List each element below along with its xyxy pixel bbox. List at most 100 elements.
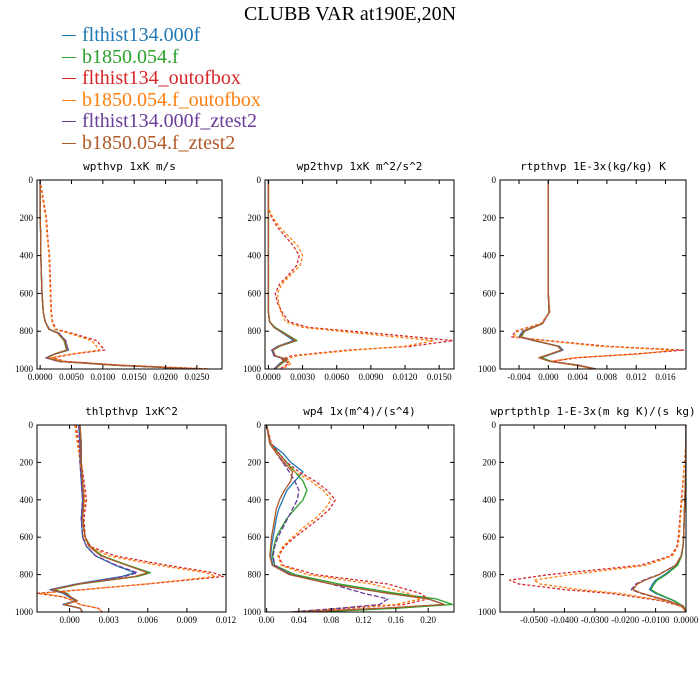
x-tick-label: 0.0150 [122, 372, 147, 382]
legend-item: b1850.054.f [62, 46, 261, 69]
series-line [267, 180, 435, 369]
legend-swatch [62, 35, 76, 37]
series-line [265, 425, 429, 612]
legend-label: flthist134_outofbox [82, 67, 241, 90]
x-tick-label: 0.0200 [153, 372, 178, 382]
legend-label: b1850.054.f_ztest2 [82, 131, 236, 154]
series-line [648, 425, 686, 612]
y-tick-label: 400 [248, 495, 262, 505]
x-tick-label: 0.0090 [359, 372, 384, 382]
chart-panel: rtpthvp 1E-3x(kg/kg) K 0 200 400 600 800 1000-… [478, 160, 687, 382]
x-tick-label: 0.00 [259, 615, 275, 625]
series-line [39, 180, 197, 369]
y-tick-label: 0 [257, 420, 262, 430]
x-tick-label: 0.16 [388, 615, 404, 625]
x-tick-label: 0.20 [420, 615, 436, 625]
series-line [265, 425, 421, 612]
series-line [265, 425, 389, 612]
series-line [513, 180, 675, 369]
series-line [519, 180, 597, 369]
chart-panel: wprtpthlp 1-E-3x(m kg K)/(s kg) 0 200 400 60… [478, 405, 699, 625]
x-tick-label: 0.0150 [427, 372, 452, 382]
series-line [632, 425, 686, 612]
legend-swatch [62, 142, 76, 144]
y-tick-label: 1000 [478, 607, 497, 617]
series-line [39, 180, 197, 369]
series-line [50, 425, 139, 612]
series-line [40, 425, 217, 612]
legend-swatch [62, 121, 76, 123]
axes-frame [264, 424, 455, 613]
panel-title: wprtpthlp 1-E-3x(m kg K)/(s kg) [490, 405, 695, 418]
x-tick-label: 0.009 [177, 615, 198, 625]
y-tick-label: 600 [483, 532, 497, 542]
series-line [265, 425, 454, 612]
legend-item: b1850.054.f_outofbox [62, 88, 261, 112]
series-group [39, 180, 210, 369]
series-group [511, 180, 685, 369]
x-tick-label: 0.0050 [59, 372, 84, 382]
y-tick-label: 800 [483, 326, 497, 336]
series-line [265, 425, 445, 612]
y-tick-label: 200 [248, 457, 262, 467]
x-tick-label: 0.08 [323, 615, 339, 625]
y-tick-label: 600 [20, 532, 34, 542]
axes-frame [36, 424, 227, 613]
x-tick-label: 0.0120 [393, 372, 418, 382]
legend-swatch [62, 99, 76, 101]
legend-label: b1850.054.f_outofbox [82, 88, 261, 111]
x-tick-label: 0.000 [538, 372, 559, 382]
x-tick-label: -0.0100 [642, 615, 670, 625]
x-tick-label: 0.0000 [28, 372, 53, 382]
series-line [39, 180, 210, 369]
x-tick-label: -0.0500 [520, 615, 548, 625]
x-tick-label: -0.0300 [581, 615, 609, 625]
x-tick-label: 0.0100 [90, 372, 115, 382]
y-tick-label: 1000 [15, 364, 34, 374]
y-tick-label: 400 [248, 251, 262, 261]
panel-title: wp2thvp 1xK m^2/s^2 [297, 160, 423, 173]
series-line [267, 180, 297, 369]
legend: flthist134.000f b1850.054.f flthist134_o… [62, 25, 261, 154]
series-line [630, 425, 686, 612]
y-tick-label: 400 [483, 251, 497, 261]
panel-title: thlpthvp 1xK^2 [85, 405, 178, 418]
y-tick-label: 600 [248, 532, 262, 542]
series-line [53, 425, 152, 612]
axes-frame [499, 179, 687, 370]
y-tick-label: 1000 [15, 607, 34, 617]
legend-label: flthist134.000f [82, 24, 201, 47]
axes-frame [264, 179, 455, 370]
series-line [39, 180, 210, 369]
y-tick-label: 200 [20, 213, 34, 223]
legend-label: flthist134.000f_ztest2 [82, 110, 257, 133]
series-line [533, 425, 686, 612]
x-tick-label: 0.0250 [185, 372, 210, 382]
y-tick-label: 1000 [478, 364, 497, 374]
x-tick-label: -0.0400 [551, 615, 579, 625]
y-tick-label: 400 [483, 495, 497, 505]
y-tick-label: 200 [248, 213, 262, 223]
y-tick-label: 200 [483, 457, 497, 467]
x-tick-label: 0.0030 [290, 372, 315, 382]
chart-panel: thlpthvp 1xK^2 0 200 400 600 800 1000 0.000 0.00… [15, 405, 236, 625]
y-tick-label: 1000 [243, 364, 262, 374]
y-tick-label: 0 [29, 175, 34, 185]
series-line [511, 180, 685, 369]
series-group [265, 425, 454, 612]
series-line [37, 425, 225, 612]
series-line [650, 425, 686, 612]
panel-title: wp4 1x(m^4)/(s^4) [303, 405, 416, 418]
series-line [265, 425, 445, 612]
y-tick-label: 0 [492, 175, 497, 185]
y-tick-label: 0 [492, 420, 497, 430]
figure-title: CLUBB VAR at190E,20N [243, 3, 457, 25]
legend-item: flthist134.000f_ztest2 [62, 111, 261, 133]
y-tick-label: 200 [483, 213, 497, 223]
panel-title: wpthvp 1xK m/s [83, 160, 176, 173]
x-tick-label: 0.0060 [324, 372, 349, 382]
legend-item: flthist134.000f [62, 25, 261, 47]
x-tick-label: 0.012 [626, 372, 646, 382]
